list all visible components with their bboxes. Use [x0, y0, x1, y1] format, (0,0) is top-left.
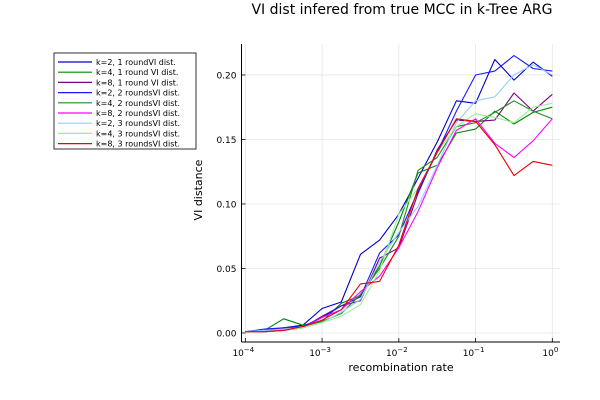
legend-label: k=4, 2 roundsVI dist. — [96, 99, 180, 108]
series-line-9 — [245, 118, 553, 333]
legend: k=2, 1 roundVI dist.k=4, 1 round VI dist… — [53, 52, 197, 150]
series-line-2 — [245, 106, 553, 333]
series-lines — [245, 55, 553, 333]
axes — [241, 44, 560, 343]
y-tick-label: 0.05 — [216, 265, 236, 275]
y-tick-label: 0.10 — [216, 200, 236, 210]
legend-label: k=4, 1 round VI dist. — [96, 68, 178, 77]
grid — [241, 44, 560, 342]
x-tick-label: 10−4 — [232, 346, 254, 359]
legend-label: k=2, 1 roundVI dist. — [96, 58, 176, 67]
legend-label: k=2, 3 roundsVI dist. — [96, 119, 180, 128]
legend-label: k=2, 2 roundsVI dist. — [96, 89, 180, 98]
legend-label: k=8, 3 roundsVI dist. — [96, 140, 180, 149]
y-tick-label: 0.15 — [216, 136, 236, 146]
legend-label: k=8, 2 roundsVI dist. — [96, 109, 180, 118]
chart-title: VI dist infered from true MCC in k-Tree … — [251, 2, 552, 18]
x-axis-label: recombination rate — [348, 361, 453, 374]
x-tick-label: 10−1 — [463, 346, 485, 359]
y-tick-label: 0.00 — [216, 329, 236, 339]
x-tick-label: 10−2 — [386, 346, 408, 359]
x-tick-label: 100 — [542, 346, 558, 359]
x-tick-label: 10−3 — [309, 346, 331, 359]
ticks: 10−4 10−3 10−2 10−1 100 0.00 0.05 0.10 0.15 0.20 — [216, 71, 558, 359]
legend-label: k=8, 1 round VI dist. — [96, 78, 178, 87]
y-axis-label: VI distance — [192, 159, 205, 220]
y-tick-label: 0.20 — [216, 71, 236, 81]
series-line-8 — [245, 102, 553, 333]
legend-label: k=4, 3 roundsVI dist. — [96, 129, 180, 138]
